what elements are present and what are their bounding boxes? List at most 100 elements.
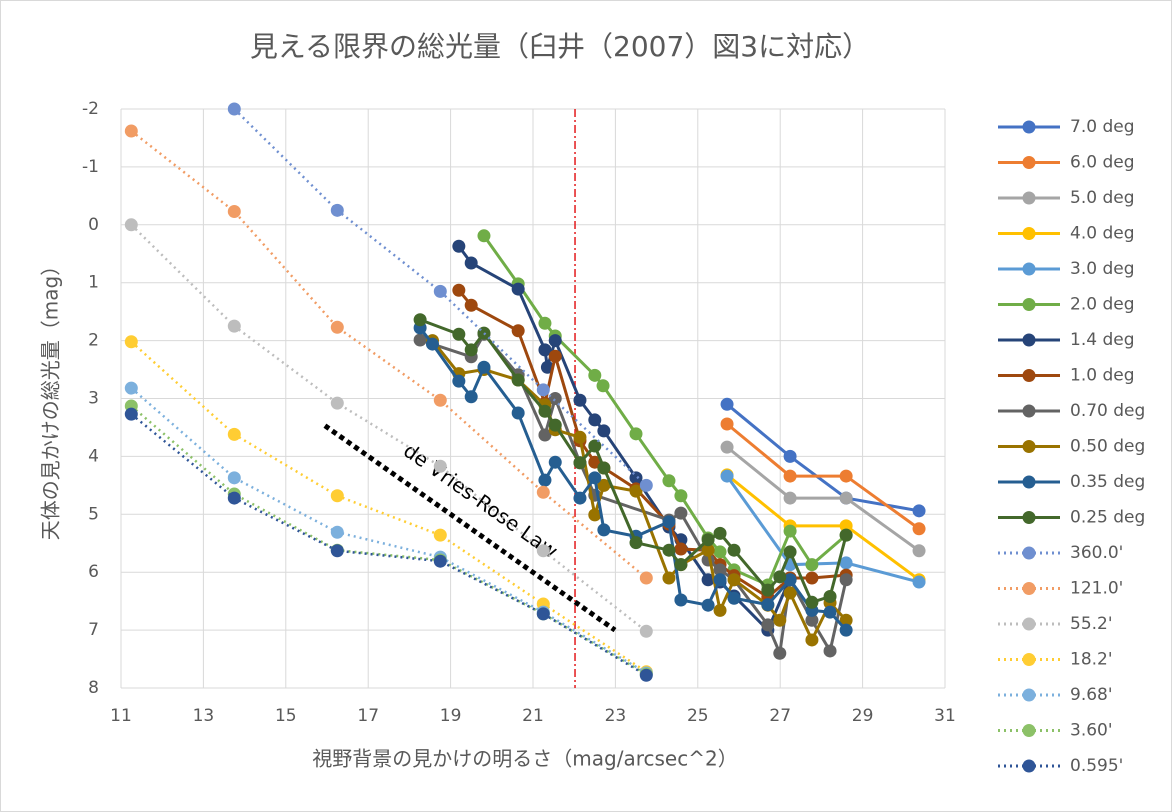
point <box>912 522 926 536</box>
point <box>839 519 853 533</box>
point <box>773 613 787 627</box>
point <box>464 390 478 404</box>
point <box>761 598 775 612</box>
point <box>783 586 797 600</box>
point <box>912 575 926 589</box>
point <box>548 418 562 432</box>
y-tick-label: 1 <box>88 273 99 293</box>
point <box>783 449 797 463</box>
y-tick-label: 6 <box>88 562 99 582</box>
point <box>548 392 562 405</box>
point <box>433 459 447 473</box>
legend-marker <box>1022 333 1036 347</box>
legend-marker <box>1022 653 1036 666</box>
point <box>124 381 138 395</box>
point <box>464 343 478 357</box>
y-tick-label: -1 <box>82 157 99 177</box>
legend-marker <box>1022 511 1036 524</box>
point <box>330 320 344 334</box>
point <box>330 489 344 503</box>
point <box>548 334 562 348</box>
point <box>839 469 853 483</box>
point <box>720 469 734 483</box>
point <box>823 605 837 619</box>
point <box>839 528 853 542</box>
point <box>548 349 562 363</box>
point <box>596 379 610 393</box>
point <box>639 624 653 638</box>
point <box>330 396 344 410</box>
point <box>629 536 643 550</box>
legend-label: 3.0 deg <box>1070 259 1134 279</box>
point <box>629 471 643 485</box>
point <box>227 491 241 505</box>
chart-title: 見える限界の総光量（臼井（2007）図3に対応） <box>250 30 870 63</box>
point <box>536 607 550 621</box>
point <box>727 573 741 587</box>
point <box>912 544 926 558</box>
point <box>783 573 797 587</box>
point <box>912 504 926 518</box>
point <box>713 573 727 587</box>
point <box>511 406 525 420</box>
point <box>823 590 837 604</box>
point <box>452 239 466 253</box>
point <box>597 478 611 492</box>
legend-label: 0.25 deg <box>1070 508 1145 528</box>
legend-marker <box>1022 440 1036 453</box>
point <box>783 469 797 483</box>
x-tick-label: 19 <box>440 706 462 726</box>
legend-label: 1.0 deg <box>1070 366 1134 386</box>
x-tick-label: 25 <box>687 706 709 726</box>
point <box>805 633 819 647</box>
legend-label: 18.2' <box>1070 650 1113 670</box>
legend-label: 3.60' <box>1070 721 1113 741</box>
y-axis-title: 天体の見かけの総光量（mag） <box>39 256 63 540</box>
x-tick-label: 11 <box>110 706 132 726</box>
legend-marker <box>1022 369 1036 382</box>
x-tick-label: 31 <box>934 706 956 726</box>
point <box>538 473 552 487</box>
series-line <box>726 445 920 552</box>
point <box>701 573 715 587</box>
legend-label: 55.2' <box>1070 614 1113 634</box>
point <box>538 404 552 418</box>
legend-label: 0.70 deg <box>1070 401 1145 421</box>
point <box>452 283 466 297</box>
series-line <box>130 413 647 677</box>
legend-label: 0.35 deg <box>1070 472 1145 492</box>
point <box>413 333 427 347</box>
point <box>124 218 138 232</box>
point <box>536 383 550 397</box>
point <box>330 544 344 558</box>
x-tick-label: 15 <box>275 706 297 726</box>
point <box>674 593 688 607</box>
point <box>588 471 602 485</box>
point <box>573 393 587 407</box>
point <box>639 478 653 492</box>
point <box>573 456 587 470</box>
legend-label: 7.0 deg <box>1070 117 1134 137</box>
y-tick-label: 2 <box>88 331 99 351</box>
point <box>674 506 688 520</box>
y-tick-label: 5 <box>88 504 99 524</box>
point <box>783 524 797 538</box>
legend-marker <box>1022 617 1036 631</box>
point <box>629 427 643 441</box>
legend-marker <box>1022 724 1036 737</box>
point <box>701 533 715 547</box>
point <box>674 542 688 556</box>
legend-marker <box>1022 546 1036 560</box>
point <box>662 571 676 585</box>
point <box>662 474 676 488</box>
point <box>805 571 819 585</box>
point <box>839 623 853 637</box>
legend-marker <box>1022 227 1036 240</box>
series-line <box>130 223 648 633</box>
point <box>425 337 439 351</box>
legend-label: 6.0 deg <box>1070 153 1134 173</box>
legend-marker <box>1022 120 1036 134</box>
point <box>464 256 478 270</box>
point <box>713 526 727 540</box>
legend-label: 0.50 deg <box>1070 437 1145 457</box>
